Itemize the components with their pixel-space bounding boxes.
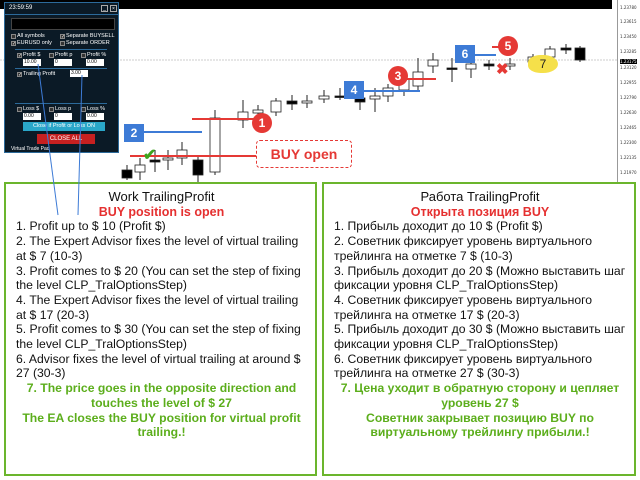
- loss-p-checkbox[interactable]: Loss p: [49, 106, 71, 112]
- price-tick: 1.23175: [620, 59, 637, 64]
- price-tick: 1.23780: [620, 5, 637, 10]
- candle-body: [574, 47, 586, 61]
- close-button[interactable]: ×: [110, 5, 117, 12]
- price-tick: 1.23120: [620, 65, 637, 70]
- step-3: 3. Прибыль доходит до 20 $ (Можно выстав…: [334, 263, 626, 293]
- virtual-trade-pad: 23:59:59 _ × All symbols ✓ Separate BUYSE…: [4, 2, 119, 153]
- candle-body: [176, 149, 188, 159]
- minimize-button[interactable]: _: [101, 5, 108, 12]
- candle-body: [369, 95, 381, 100]
- step-4: 4. The Expert Advisor fixes the level of…: [16, 292, 299, 322]
- eurusd-only-checkbox[interactable]: ✓ EURUSD only: [11, 40, 52, 47]
- chart-top-bar: [0, 0, 612, 9]
- step-2: 2. Советник фиксирует уровень виртуально…: [334, 234, 593, 263]
- candles: ✔✖: [0, 44, 617, 182]
- profit-p-checkbox[interactable]: Profit p: [49, 52, 72, 58]
- trailing-profit-input[interactable]: 3.00: [70, 70, 88, 77]
- marker-4: 4: [344, 81, 364, 99]
- step-7: 7. The price goes in the opposite direct…: [26, 381, 297, 410]
- candle-body: [483, 63, 495, 67]
- divider: [15, 49, 107, 50]
- step-3: 3. Profit comes to $ 20 (You can set the…: [16, 263, 301, 293]
- price-tick: 1.22630: [620, 110, 637, 115]
- price-tick: 1.22135: [620, 155, 637, 160]
- candle-body: [162, 157, 174, 161]
- conclusion: Советник закрывает позицию BUY по виртуа…: [366, 410, 594, 440]
- divider: [15, 103, 107, 104]
- close-x-icon: ✖: [496, 61, 509, 78]
- loss-pct-checkbox[interactable]: Loss %: [81, 106, 105, 112]
- profit-usd-input[interactable]: 10.00: [23, 59, 41, 66]
- price-tick: 1.22300: [620, 140, 637, 145]
- step-1: 1. Прибыль доходит до 10 $ (Profit $): [334, 219, 543, 234]
- conclusion: The EA closes the BUY position for virtu…: [22, 410, 301, 440]
- step-2: 2. The Expert Advisor fixes the level of…: [16, 234, 299, 263]
- price-tick: 1.22955: [620, 80, 637, 85]
- step-7: 7. Цена уходит в обратную сторону и цепл…: [340, 381, 620, 410]
- candle-body: [134, 164, 146, 173]
- step-5: 5. Прибыль доходит до 30 $ (Можно выстав…: [334, 322, 626, 352]
- profit-pct-input[interactable]: 0.00: [86, 59, 104, 66]
- clock: 23:59:59: [9, 5, 33, 11]
- candle-body: [270, 100, 282, 113]
- divider: [15, 68, 107, 69]
- candle-body: [301, 100, 313, 104]
- trailing-profit-checkbox[interactable]: ✓ Trailing Profit: [17, 71, 56, 78]
- english-description: Work TrailingProfit BUY position is open…: [4, 182, 317, 476]
- loss-usd-input[interactable]: 0.00: [23, 113, 41, 120]
- close-all-button[interactable]: CLOSE ALL: [37, 134, 95, 144]
- candle-body: [192, 159, 204, 176]
- candle-body: [504, 63, 516, 67]
- marker-3: 3: [388, 66, 408, 86]
- step-6: 6. Advisor fixes the level of virtual tr…: [16, 351, 301, 381]
- price-tick: 1.23450: [620, 34, 637, 39]
- candle-body: [465, 63, 477, 70]
- marker-2: 2: [124, 124, 144, 142]
- box-title: Work TrailingProfit: [108, 189, 215, 204]
- candle-body: [446, 67, 458, 70]
- step-6: 6. Советник фиксирует уровень виртуально…: [334, 351, 593, 381]
- candle-body: [286, 100, 298, 105]
- marker-1: 1: [252, 113, 272, 133]
- price-tick: 1.22465: [620, 125, 637, 130]
- loss-usd-checkbox[interactable]: Loss $: [17, 106, 39, 112]
- buy-open-label: BUY open: [256, 140, 352, 168]
- profit-p-input[interactable]: 0: [54, 59, 72, 66]
- box-title: Работа TrailingProfit: [420, 189, 540, 204]
- candle-body: [318, 95, 330, 100]
- price-chart[interactable]: ✔ ✖ 1.23780 1.23615 1.23450 1.23285 1.23175 1.…: [0, 0, 640, 182]
- price-tick: 1.21970: [620, 170, 637, 175]
- marker-7-callout: 7: [528, 55, 558, 73]
- profit-pct-checkbox[interactable]: Profit %: [81, 52, 106, 58]
- separate-order-checkbox[interactable]: Separate ORDER: [60, 40, 110, 46]
- price-tick: 1.23615: [620, 19, 637, 24]
- marker-5: 5: [498, 36, 518, 56]
- loss-p-input[interactable]: 0: [54, 113, 72, 120]
- close-if-profit-or-loss-button[interactable]: Close if Profit or Loss ON: [23, 122, 105, 131]
- step-5: 5. Profit comes to $ 30 (You can set the…: [16, 322, 301, 352]
- panel-title: Virtual Trade Pad: [11, 146, 50, 152]
- all-symbols-checkbox[interactable]: All symbols: [11, 33, 45, 39]
- ticker-display: [11, 18, 115, 30]
- candle-body: [427, 59, 439, 67]
- box-subtitle: Открыта позиция BUY: [410, 204, 550, 219]
- panel-titlebar: 23:59:59: [5, 3, 118, 15]
- candle-body: [209, 117, 221, 173]
- russian-description: Работа TrailingProfit Открыта позиция BU…: [322, 182, 636, 476]
- step-1: 1. Profit up to $ 10 (Profit $): [16, 219, 166, 234]
- step-4: 4. Советник фиксирует уровень виртуально…: [334, 292, 593, 322]
- candle-body: [121, 169, 133, 179]
- loss-pct-input[interactable]: 0.00: [86, 113, 104, 120]
- price-tick: 1.23285: [620, 49, 637, 54]
- price-tick: 1.22790: [620, 95, 637, 100]
- profit-usd-checkbox[interactable]: ✓ Profit $: [17, 52, 41, 59]
- candle-body: [149, 159, 161, 163]
- marker-6: 6: [455, 45, 475, 63]
- separate-buysell-checkbox[interactable]: ✓ Separate BUYSELL: [60, 33, 115, 40]
- checkmark-icon: ✔: [143, 147, 156, 164]
- candle-body: [560, 47, 572, 51]
- price-scale: 1.23780 1.23615 1.23450 1.23285 1.23175 1.231…: [617, 0, 640, 182]
- box-subtitle: BUY position is open: [98, 204, 225, 219]
